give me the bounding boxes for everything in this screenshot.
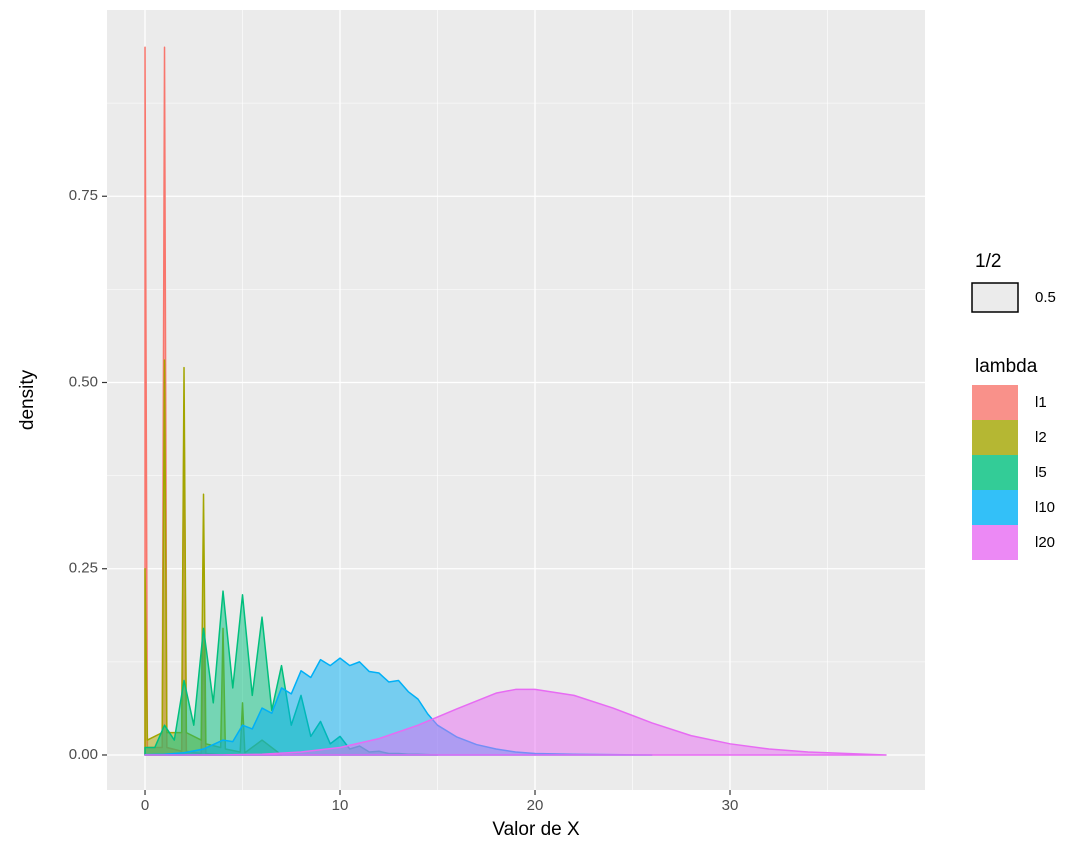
y-axis-title: density [17, 369, 38, 430]
y-tick-label: 0.25 [69, 560, 98, 577]
density-area [144, 688, 887, 756]
legend-label: l1 [1035, 394, 1047, 411]
legend-label: l10 [1035, 499, 1055, 516]
legend-key [972, 420, 1018, 455]
x-tick-label: 0 [141, 797, 149, 814]
legend-key [972, 455, 1018, 490]
legend-label: l5 [1035, 464, 1047, 481]
x-axis-title: Valor de X [492, 819, 580, 840]
alpha-legend-title: 1/2 [975, 251, 1001, 272]
legend-key [972, 490, 1018, 525]
x-tick-label: 30 [722, 797, 739, 814]
legend-key [972, 385, 1018, 420]
y-tick-label: 0.50 [69, 373, 98, 390]
legend-label: 0.5 [1035, 289, 1056, 306]
y-tick-label: 0.00 [69, 746, 98, 763]
x-tick-label: 10 [332, 797, 349, 814]
legend-label: l2 [1035, 429, 1047, 446]
legend-label: l20 [1035, 534, 1055, 551]
y-tick-label: 0.75 [69, 187, 98, 204]
legend-title: lambda [975, 356, 1038, 377]
x-tick-label: 20 [527, 797, 544, 814]
legend-key [971, 282, 1019, 313]
legend-key [972, 525, 1018, 560]
